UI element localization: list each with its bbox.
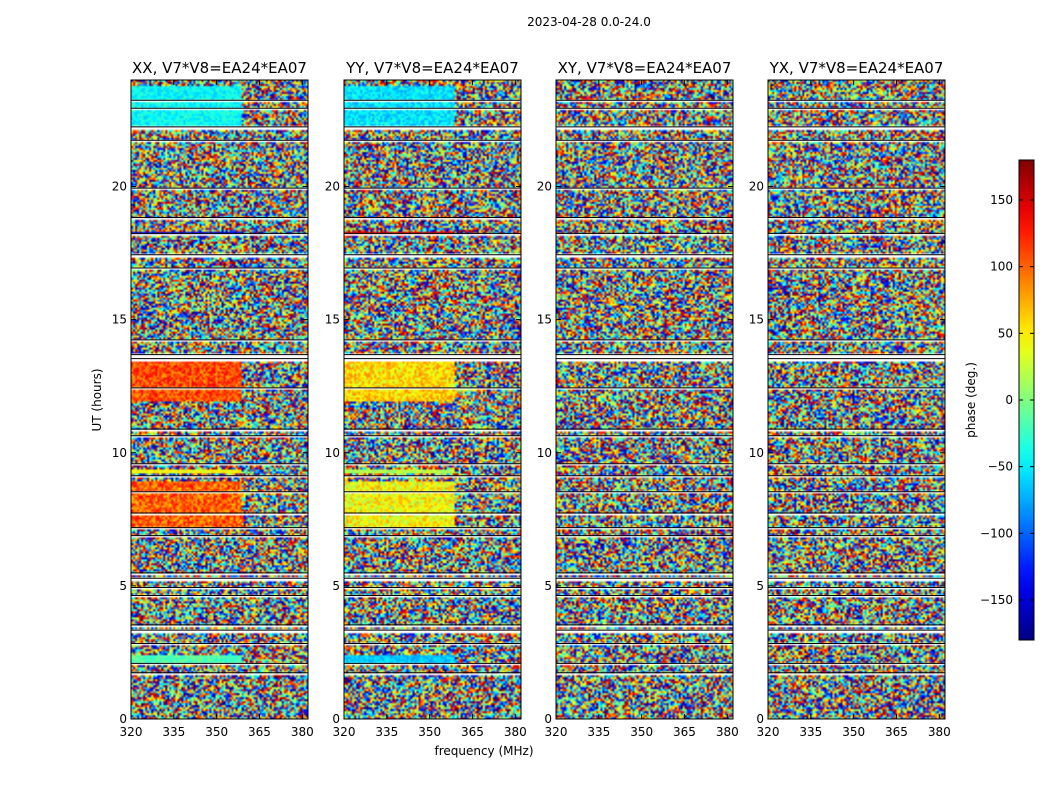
y-tick-label-0-4: 20 xyxy=(112,180,127,194)
x-tick-label-0-4: 380 xyxy=(291,725,314,739)
colorbar-tick-label-1: 100 xyxy=(990,260,1013,274)
panel-title-1: YY, V7*V8=EA24*EA07 xyxy=(345,59,519,77)
colorbar-tick-label-0: 150 xyxy=(990,193,1013,207)
figure-title: 2023-04-28 0.0-24.0 xyxy=(527,15,651,29)
x-tick-label-2-0: 320 xyxy=(545,725,568,739)
panel-1: YY, V7*V8=EA24*EA07 320 335 350 365 380 0 5 10 15… xyxy=(325,59,527,739)
panel-3: YX, V7*V8=EA24*EA07 320 335 350 365 380 0 5 10 15… xyxy=(749,59,951,739)
y-tick-label-2-2: 10 xyxy=(537,446,552,460)
x-tick-label-3-2: 350 xyxy=(842,725,865,739)
y-tick-label-0-2: 10 xyxy=(112,446,127,460)
x-tick-label-0-1: 335 xyxy=(162,725,185,739)
y-tick-label-1-4: 20 xyxy=(325,180,340,194)
y-tick-label-3-4: 20 xyxy=(749,180,764,194)
y-tick-label-2-0: 0 xyxy=(544,712,552,726)
x-tick-label-2-2: 350 xyxy=(630,725,653,739)
phase-heatmap-0 xyxy=(131,80,308,719)
panel-title-3: YX, V7*V8=EA24*EA07 xyxy=(769,59,944,77)
x-tick-label-1-2: 350 xyxy=(418,725,441,739)
y-tick-label-0-1: 5 xyxy=(119,579,127,593)
x-tick-label-3-4: 380 xyxy=(928,725,951,739)
x-axis-label: frequency (MHz) xyxy=(434,744,533,758)
phase-heatmap-2 xyxy=(556,80,733,719)
x-tick-label-1-0: 320 xyxy=(333,725,356,739)
panels: XX, V7*V8=EA24*EA07 320 335 350 365 380 0 5 10 15… xyxy=(112,59,951,739)
y-tick-label-1-3: 15 xyxy=(325,313,340,327)
x-tick-label-2-3: 365 xyxy=(673,725,696,739)
y-tick-label-3-2: 10 xyxy=(749,446,764,460)
x-tick-label-2-1: 335 xyxy=(587,725,610,739)
colorbar-tick-label-2: 50 xyxy=(998,326,1013,340)
x-tick-label-1-1: 335 xyxy=(375,725,398,739)
panel-0: XX, V7*V8=EA24*EA07 320 335 350 365 380 0 5 10 15… xyxy=(112,59,314,739)
panel-2: XY, V7*V8=EA24*EA07 320 335 350 365 380 0 5 10 15… xyxy=(537,59,739,739)
y-tick-label-1-0: 0 xyxy=(332,712,340,726)
y-tick-label-0-3: 15 xyxy=(112,313,127,327)
x-tick-label-1-3: 365 xyxy=(461,725,484,739)
x-tick-label-0-3: 365 xyxy=(248,725,271,739)
x-tick-label-2-4: 380 xyxy=(716,725,739,739)
y-tick-label-3-3: 15 xyxy=(749,313,764,327)
y-tick-label-2-4: 20 xyxy=(537,180,552,194)
colorbar-tick-label-6: −150 xyxy=(980,593,1013,607)
x-tick-label-3-3: 365 xyxy=(885,725,908,739)
x-tick-label-1-4: 380 xyxy=(504,725,527,739)
colorbar-label: phase (deg.) xyxy=(964,362,978,438)
colorbar-tick-label-4: −50 xyxy=(988,460,1013,474)
y-tick-label-2-1: 5 xyxy=(544,579,552,593)
panel-frame-0 xyxy=(130,79,309,720)
y-axis-label: UT (hours) xyxy=(90,368,104,431)
panel-frame-3 xyxy=(767,79,946,720)
x-tick-label-0-2: 350 xyxy=(205,725,228,739)
panel-title-0: XX, V7*V8=EA24*EA07 xyxy=(132,59,307,77)
y-tick-label-3-1: 5 xyxy=(756,579,764,593)
panel-frame-1 xyxy=(343,79,522,720)
y-tick-label-1-2: 10 xyxy=(325,446,340,460)
panel-frame-2 xyxy=(555,79,734,720)
panel-title-2: XY, V7*V8=EA24*EA07 xyxy=(558,59,732,77)
colorbar-tick-label-5: −100 xyxy=(980,526,1013,540)
phase-heatmap-3 xyxy=(768,80,945,719)
y-tick-label-1-1: 5 xyxy=(332,579,340,593)
x-tick-label-0-0: 320 xyxy=(120,725,143,739)
colorbar: 150 100 50 0 −50 −100 −150 xyxy=(980,159,1035,641)
colorbar-tick-label-3: 0 xyxy=(1005,393,1013,407)
y-tick-label-0-0: 0 xyxy=(119,712,127,726)
y-tick-label-3-0: 0 xyxy=(756,712,764,726)
x-tick-label-3-0: 320 xyxy=(757,725,780,739)
y-tick-label-2-3: 15 xyxy=(537,313,552,327)
phase-heatmap-1 xyxy=(344,80,521,719)
x-tick-label-3-1: 335 xyxy=(799,725,822,739)
